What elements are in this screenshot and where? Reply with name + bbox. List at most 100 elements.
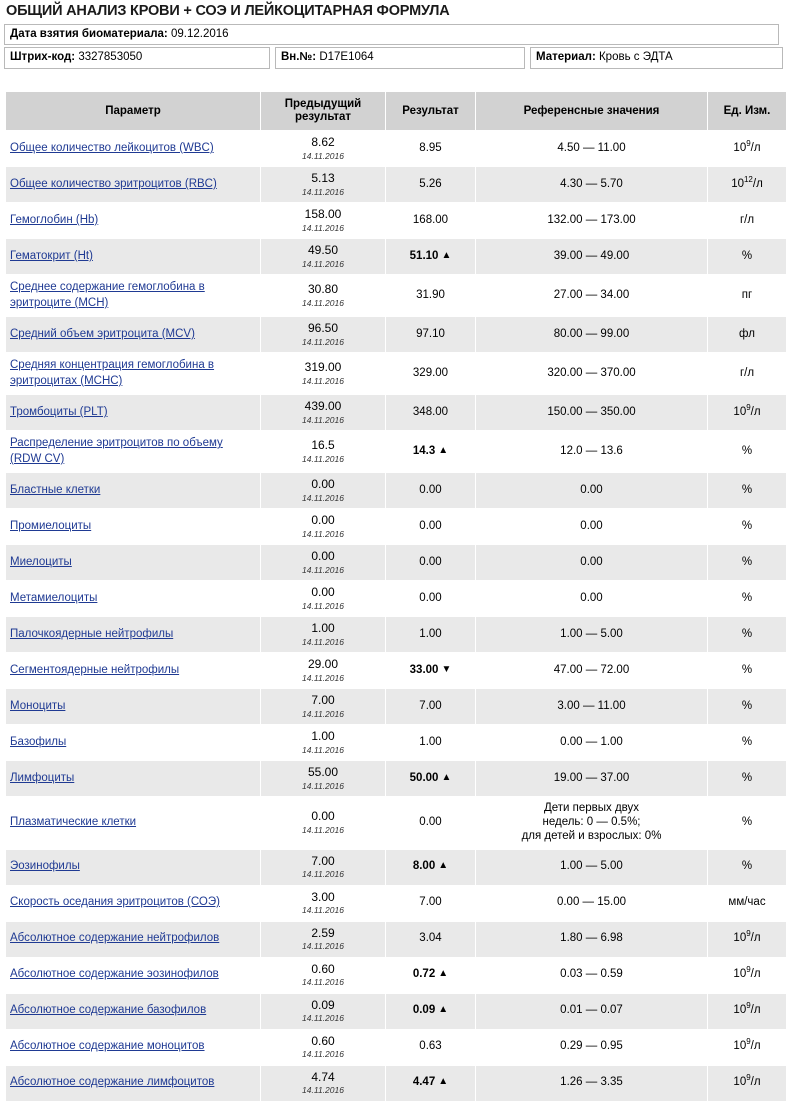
previous-result-date: 14.11.2016 — [302, 454, 344, 465]
reference-cell: 1.80 — 6.98 — [476, 921, 707, 957]
unit-base: % — [741, 699, 753, 712]
reference-line: 3.00 — 11.00 — [557, 699, 626, 712]
parameter-link[interactable]: Моноциты — [10, 700, 66, 713]
reference-cell: 1.26 — 3.35 — [476, 1065, 707, 1101]
parameter-link[interactable]: Бластные клетки — [10, 484, 101, 497]
parameter-link[interactable]: Миелоциты — [10, 556, 72, 569]
column-header-previous-result: Предыдущий результат — [261, 91, 385, 131]
parameter-link[interactable]: Тромбоциты (PLT) — [10, 406, 108, 419]
reference-line: 4.30 — 5.70 — [560, 177, 623, 190]
reference-line: 0.00 — [580, 591, 603, 604]
unit-base: % — [741, 444, 753, 457]
parameter-link[interactable]: Базофилы — [10, 736, 67, 749]
parameter-link[interactable]: Средняя концентрация гемоглобина в эритр… — [10, 359, 215, 387]
result-cell: 0.63 — [386, 1029, 475, 1065]
unit-cell: 109/л — [708, 993, 786, 1029]
reference-cell: 0.00 — [476, 545, 707, 581]
previous-result-cell: 49.50 14.11.2016 — [261, 239, 385, 275]
previous-result-cell: 0.60 14.11.2016 — [261, 957, 385, 993]
previous-result-value: 49.50 — [307, 243, 339, 258]
parameter-link[interactable]: Распределение эритроцитов по объему (RDW… — [10, 437, 223, 465]
table-row: Средняя концентрация гемоглобина в эритр… — [6, 353, 786, 395]
previous-result-value: 158.00 — [304, 207, 342, 222]
reference-cell: 0.29 — 0.95 — [476, 1029, 707, 1065]
previous-result-date: 14.11.2016 — [302, 825, 344, 836]
parameter-link[interactable]: Общее количество эритроцитов (RBC) — [10, 178, 217, 191]
table-row: Абсолютное содержание базофилов 0.09 14.11… — [6, 993, 786, 1029]
parameter-link[interactable]: Лимфоциты — [10, 772, 75, 784]
result-value: 8.00 — [412, 860, 436, 873]
result-value: 51.10 — [409, 249, 439, 262]
parameter-link[interactable]: Абсолютное содержание нейтрофилов — [10, 932, 220, 945]
unit-base: г/л — [739, 213, 755, 226]
result-high-arrow-icon: ▲ — [438, 1076, 449, 1088]
result-value: 8.95 — [419, 141, 442, 154]
parameter-link[interactable]: Гемоглобин (Hb) — [10, 214, 99, 227]
parameter-link[interactable]: Сегментоядерные нейтрофилы — [10, 664, 180, 677]
inner-number-value: D17E1064 — [319, 51, 374, 64]
parameter-link[interactable]: Гематокрит (Ht) — [10, 250, 93, 263]
reference-line: 39.00 — 49.00 — [553, 249, 630, 262]
previous-result-value: 319.00 — [304, 360, 342, 375]
parameter-cell: Распределение эритроцитов по объему (RDW… — [6, 431, 260, 473]
result-cell: 0.00 — [386, 581, 475, 617]
parameter-link[interactable]: Плазматические клетки — [10, 816, 137, 829]
result-cell: 33.00 ▼ — [386, 653, 475, 689]
reference-line: 47.00 — 72.00 — [553, 663, 630, 676]
parameter-link[interactable]: Среднее содержание гемоглобина в эритроц… — [10, 281, 205, 309]
parameter-link[interactable]: Абсолютное содержание базофилов — [10, 1004, 207, 1017]
previous-result-cell: 439.00 14.11.2016 — [261, 395, 385, 431]
unit-suffix: /л — [752, 177, 763, 190]
previous-result-cell: 158.00 14.11.2016 — [261, 203, 385, 239]
unit-exponent: 9 — [746, 139, 751, 149]
previous-result-value: 0.60 — [311, 1033, 335, 1048]
unit-suffix: /л — [750, 968, 761, 981]
parameter-link[interactable]: Абсолютное содержание лимфоцитов — [10, 1076, 215, 1089]
result-cell: 14.3 ▲ — [386, 431, 475, 473]
parameter-link[interactable]: Средний объем эритроцита (MCV) — [10, 328, 195, 341]
previous-result-value: 0.00 — [311, 513, 335, 528]
result-value: 0.00 — [419, 591, 442, 604]
previous-result-cell: 0.00 14.11.2016 — [261, 545, 385, 581]
parameter-link[interactable]: Промиелоциты — [10, 520, 92, 533]
parameter-link[interactable]: Скорость оседания эритроцитов (СОЭ) — [10, 896, 220, 909]
reference-cell: 0.03 — 0.59 — [476, 957, 707, 993]
unit-cell: % — [708, 653, 786, 689]
previous-result-value: 7.00 — [311, 853, 335, 868]
unit-exponent: 9 — [746, 1073, 751, 1083]
column-header-parameter: Параметр — [6, 91, 260, 131]
parameter-link[interactable]: Палочкоядерные нейтрофилы — [10, 628, 174, 641]
result-low-arrow-icon: ▼ — [441, 663, 452, 675]
material-box: Материал: Кровь с ЭДТА — [530, 47, 783, 69]
unit-base: г/л — [739, 366, 755, 379]
reference-line: 1.00 — 5.00 — [560, 860, 623, 873]
unit-base: % — [741, 663, 753, 676]
previous-result-date: 14.11.2016 — [302, 223, 344, 234]
parameter-cell: Лимфоциты — [6, 761, 260, 797]
table-row: Общее количество лейкоцитов (WBC) 8.62 14.… — [6, 131, 786, 167]
unit-cell: % — [708, 689, 786, 725]
previous-result-date: 14.11.2016 — [302, 941, 344, 952]
parameter-link[interactable]: Абсолютное содержание эозинофилов — [10, 968, 219, 981]
previous-result-cell: 3.00 14.11.2016 — [261, 885, 385, 921]
reference-cell: 320.00 — 370.00 — [476, 353, 707, 395]
previous-result-cell: 55.00 14.11.2016 — [261, 761, 385, 797]
parameter-cell: Моноциты — [6, 689, 260, 725]
result-cell: 3.04 — [386, 921, 475, 957]
result-cell: 7.00 — [386, 689, 475, 725]
parameter-cell: Гематокрит (Ht) — [6, 239, 260, 275]
parameter-link[interactable]: Эозинофилы — [10, 860, 80, 873]
previous-result-value: 1.00 — [311, 729, 335, 744]
previous-result-date: 14.11.2016 — [302, 745, 344, 756]
unit-base: 10 — [733, 1076, 747, 1089]
parameter-link[interactable]: Абсолютное содержание моноцитов — [10, 1040, 205, 1053]
previous-result-value: 29.00 — [307, 657, 339, 672]
reference-cell: 27.00 — 34.00 — [476, 275, 707, 317]
unit-cell: 1012/л — [708, 167, 786, 203]
unit-exponent: 9 — [746, 965, 751, 975]
result-cell: 0.72 ▲ — [386, 957, 475, 993]
parameter-link[interactable]: Общее количество лейкоцитов (WBC) — [10, 142, 214, 155]
unit-cell: % — [708, 849, 786, 885]
previous-result-date: 14.11.2016 — [302, 187, 344, 198]
parameter-link[interactable]: Метамиелоциты — [10, 592, 98, 605]
